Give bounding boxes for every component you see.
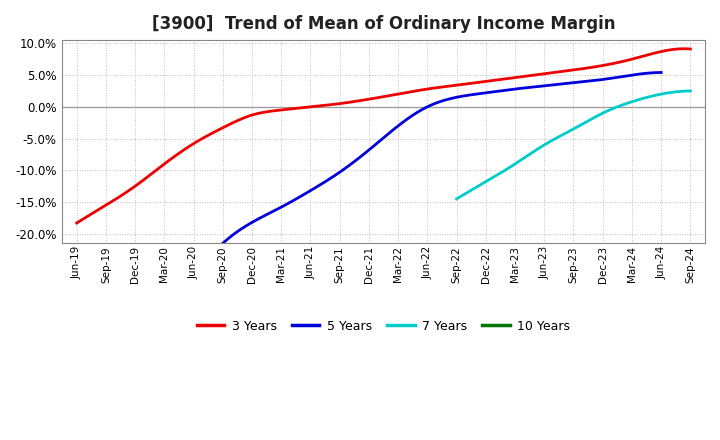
7 Years bbox=[452, 196, 461, 202]
3 Years bbox=[448, 83, 456, 88]
5 Years bbox=[487, 89, 495, 95]
7 Years bbox=[686, 88, 695, 94]
3 Years bbox=[74, 219, 83, 224]
Title: [3900]  Trend of Mean of Ordinary Income Margin: [3900] Trend of Mean of Ordinary Income … bbox=[152, 15, 616, 33]
7 Years bbox=[595, 112, 604, 117]
5 Years bbox=[478, 91, 487, 96]
7 Years bbox=[649, 93, 658, 98]
Line: 7 Years: 7 Years bbox=[456, 91, 690, 199]
5 Years bbox=[218, 241, 227, 246]
Line: 5 Years: 5 Years bbox=[222, 73, 661, 243]
7 Years bbox=[453, 196, 462, 201]
5 Years bbox=[480, 91, 488, 96]
7 Years bbox=[664, 90, 672, 95]
5 Years bbox=[616, 74, 624, 80]
3 Years bbox=[438, 84, 446, 90]
3 Years bbox=[629, 56, 637, 62]
3 Years bbox=[686, 46, 695, 51]
3 Years bbox=[590, 64, 598, 70]
5 Years bbox=[220, 239, 228, 245]
7 Years bbox=[590, 114, 599, 120]
Line: 3 Years: 3 Years bbox=[76, 49, 690, 223]
3 Years bbox=[72, 220, 81, 226]
Legend: 3 Years, 5 Years, 7 Years, 10 Years: 3 Years, 5 Years, 7 Years, 10 Years bbox=[192, 315, 575, 337]
3 Years bbox=[436, 84, 444, 90]
5 Years bbox=[657, 70, 665, 75]
7 Years bbox=[591, 114, 600, 119]
3 Years bbox=[680, 46, 688, 51]
5 Years bbox=[588, 78, 597, 84]
